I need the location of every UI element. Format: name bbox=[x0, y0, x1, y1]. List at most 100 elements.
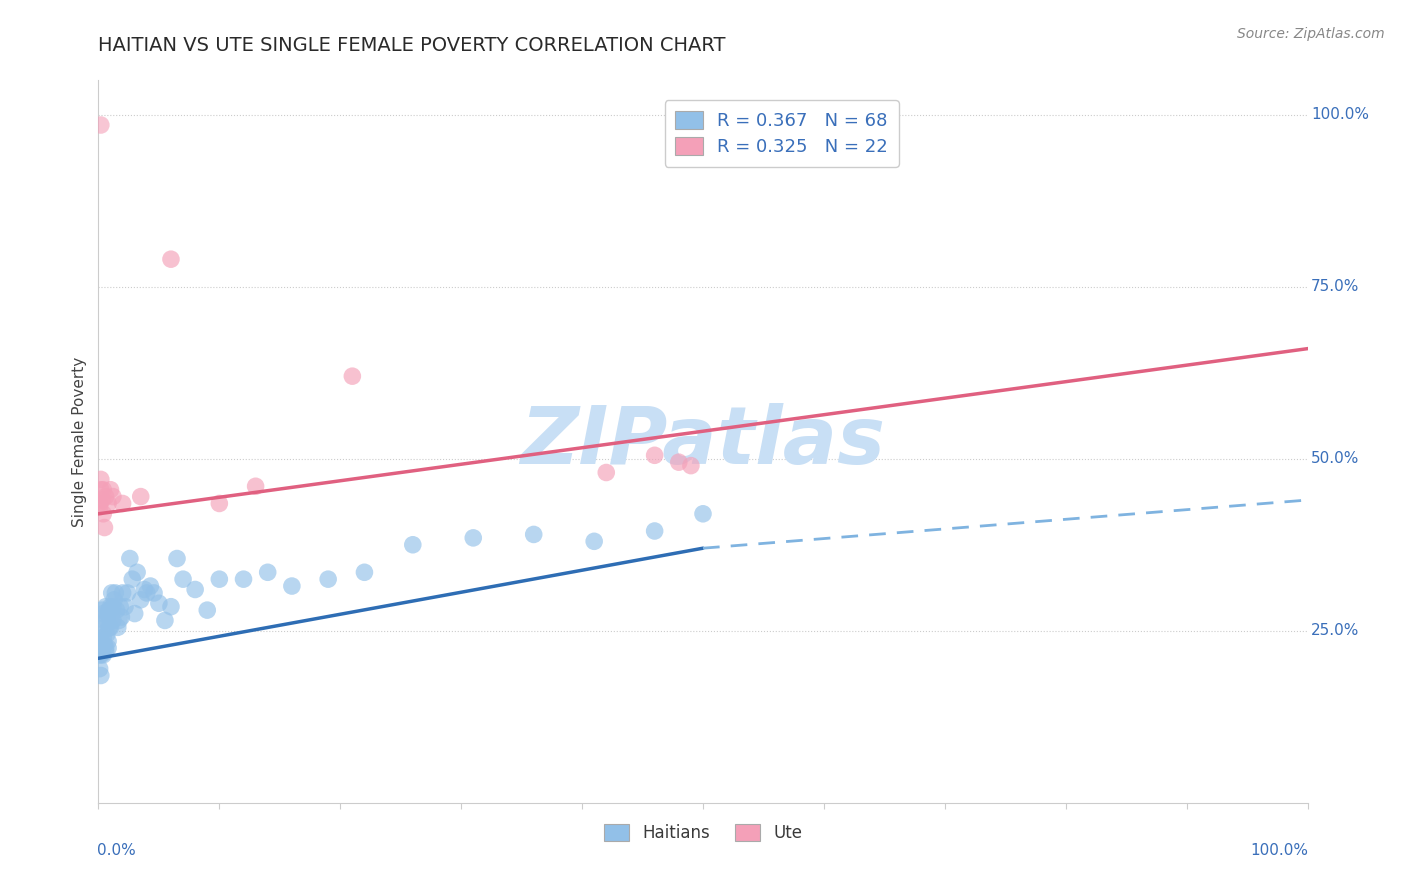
Point bbox=[96, 614, 118, 628]
Point bbox=[97, 640, 120, 655]
Text: HAITIAN VS UTE SINGLE FEMALE POVERTY CORRELATION CHART: HAITIAN VS UTE SINGLE FEMALE POVERTY COR… bbox=[98, 36, 725, 54]
Text: Source: ZipAtlas.com: Source: ZipAtlas.com bbox=[1237, 27, 1385, 41]
Point bbox=[100, 599, 122, 614]
Point bbox=[342, 369, 364, 384]
Text: 25.0%: 25.0% bbox=[1312, 624, 1360, 639]
Point bbox=[127, 566, 149, 580]
Point bbox=[692, 507, 714, 521]
Point bbox=[523, 527, 546, 541]
Point bbox=[89, 634, 111, 648]
Point bbox=[101, 614, 124, 628]
Point bbox=[90, 648, 112, 662]
Point bbox=[195, 603, 218, 617]
Point bbox=[108, 614, 131, 628]
Point bbox=[104, 586, 127, 600]
Point bbox=[89, 648, 111, 662]
Point bbox=[91, 507, 114, 521]
Point bbox=[89, 500, 111, 514]
Point bbox=[208, 572, 231, 586]
Point bbox=[91, 493, 114, 508]
Point bbox=[402, 538, 425, 552]
Point bbox=[91, 638, 114, 652]
Point bbox=[97, 607, 120, 621]
Point bbox=[100, 620, 122, 634]
Point bbox=[166, 551, 188, 566]
Point bbox=[281, 579, 304, 593]
Point bbox=[644, 524, 666, 538]
Text: ZIPatlas: ZIPatlas bbox=[520, 402, 886, 481]
Point bbox=[184, 582, 207, 597]
Point bbox=[353, 566, 375, 580]
Point bbox=[316, 572, 339, 586]
Text: 75.0%: 75.0% bbox=[1312, 279, 1360, 294]
Point bbox=[94, 490, 117, 504]
Point bbox=[94, 599, 117, 614]
Point bbox=[160, 599, 183, 614]
Point bbox=[245, 479, 267, 493]
Point bbox=[89, 496, 111, 510]
Point bbox=[90, 118, 112, 132]
Point bbox=[129, 592, 152, 607]
Point bbox=[90, 472, 112, 486]
Point bbox=[90, 668, 112, 682]
Point bbox=[172, 572, 194, 586]
Point bbox=[124, 607, 146, 621]
Point bbox=[93, 520, 115, 534]
Point bbox=[91, 631, 114, 645]
Point bbox=[91, 644, 114, 658]
Text: 100.0%: 100.0% bbox=[1251, 843, 1309, 857]
Point bbox=[97, 496, 120, 510]
Point bbox=[114, 599, 136, 614]
Point bbox=[118, 551, 141, 566]
Point bbox=[107, 620, 129, 634]
Point bbox=[595, 466, 617, 480]
Point bbox=[129, 490, 152, 504]
Point bbox=[98, 620, 121, 634]
Point bbox=[111, 586, 134, 600]
Point bbox=[135, 586, 157, 600]
Point bbox=[105, 603, 128, 617]
Point bbox=[91, 483, 114, 497]
Point bbox=[117, 586, 139, 600]
Point bbox=[98, 603, 121, 617]
Point bbox=[583, 534, 606, 549]
Point bbox=[232, 572, 254, 586]
Point bbox=[96, 627, 118, 641]
Point bbox=[463, 531, 485, 545]
Text: 100.0%: 100.0% bbox=[1312, 107, 1369, 122]
Point bbox=[101, 599, 124, 614]
Point bbox=[93, 638, 115, 652]
Point bbox=[139, 579, 162, 593]
Point bbox=[644, 448, 666, 462]
Point bbox=[103, 592, 125, 607]
Point bbox=[93, 614, 115, 628]
Legend: Haitians, Ute: Haitians, Ute bbox=[598, 817, 808, 848]
Point bbox=[668, 455, 690, 469]
Point bbox=[108, 599, 131, 614]
Text: 50.0%: 50.0% bbox=[1312, 451, 1360, 467]
Point bbox=[143, 586, 166, 600]
Text: 0.0%: 0.0% bbox=[97, 843, 136, 857]
Point bbox=[121, 572, 143, 586]
Point bbox=[100, 483, 122, 497]
Point bbox=[101, 490, 124, 504]
Point bbox=[93, 620, 115, 634]
Point bbox=[89, 662, 111, 676]
Point bbox=[148, 596, 170, 610]
Point bbox=[208, 496, 231, 510]
Point bbox=[100, 586, 122, 600]
Point bbox=[94, 640, 117, 655]
Point bbox=[134, 582, 156, 597]
Point bbox=[90, 483, 112, 497]
Point bbox=[679, 458, 702, 473]
Point bbox=[90, 627, 112, 641]
Point bbox=[153, 614, 176, 628]
Point bbox=[256, 566, 278, 580]
Point bbox=[91, 648, 114, 662]
Y-axis label: Single Female Poverty: Single Female Poverty bbox=[72, 357, 87, 526]
Point bbox=[94, 644, 117, 658]
Point bbox=[97, 634, 120, 648]
Point bbox=[91, 603, 114, 617]
Point bbox=[91, 607, 114, 621]
Point bbox=[110, 610, 132, 624]
